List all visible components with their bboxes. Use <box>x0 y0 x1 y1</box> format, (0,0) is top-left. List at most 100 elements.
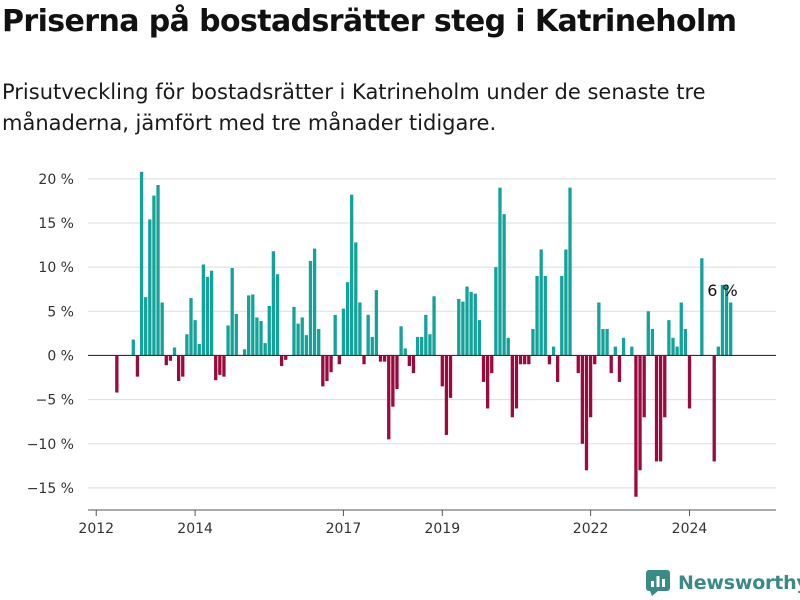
bar <box>621 337 626 356</box>
bar <box>518 355 523 365</box>
y-tick-label: 20 % <box>38 172 74 188</box>
bar <box>139 171 144 356</box>
bar <box>226 325 230 356</box>
bar <box>729 302 733 356</box>
bar <box>218 355 222 375</box>
bar-chart: 20 % 15 % 10 % 5 % 0 % −5 % −10 % −15 % 2012 2014… <box>27 171 776 537</box>
bar <box>560 275 564 356</box>
bar <box>279 355 284 367</box>
bar <box>539 249 543 356</box>
bar <box>490 355 494 374</box>
bar <box>176 355 181 382</box>
bar <box>494 267 498 356</box>
bar <box>164 355 168 366</box>
bar <box>230 268 234 356</box>
bar <box>205 276 210 356</box>
bar <box>333 314 337 356</box>
bar <box>378 355 383 362</box>
y-tick-label: 15 % <box>38 216 74 232</box>
bar <box>584 355 589 471</box>
bar <box>247 295 251 356</box>
bar <box>564 249 568 356</box>
bar <box>292 306 296 356</box>
bar <box>271 251 276 356</box>
bar <box>638 355 642 471</box>
bar <box>432 296 436 356</box>
bar <box>580 355 585 444</box>
bar <box>337 355 341 365</box>
bar <box>444 355 449 435</box>
bar <box>312 248 317 356</box>
bars <box>115 171 733 497</box>
bar <box>214 355 218 381</box>
bar <box>523 355 527 365</box>
y-tick-label: −15 % <box>27 481 74 497</box>
bar <box>543 275 547 356</box>
bar <box>712 355 716 462</box>
bar <box>428 334 432 356</box>
bar <box>399 326 403 356</box>
chart-title: Priserna på bostadsrätter steg i Katrine… <box>2 4 737 39</box>
bar <box>325 355 329 382</box>
bar <box>403 348 407 356</box>
bar <box>720 284 725 356</box>
bar <box>168 355 173 361</box>
bar <box>415 336 420 356</box>
bar <box>308 260 313 356</box>
bar <box>135 355 140 377</box>
bar <box>588 355 593 418</box>
bar <box>358 302 362 356</box>
bar <box>222 355 226 377</box>
bar <box>547 355 552 365</box>
bar <box>354 242 358 356</box>
bar <box>209 270 214 356</box>
bar <box>724 284 729 356</box>
bar <box>197 343 201 356</box>
bar <box>667 320 671 356</box>
bar <box>374 290 379 356</box>
bar <box>234 313 238 356</box>
bar <box>350 194 354 356</box>
bar <box>172 347 177 356</box>
bar <box>556 355 560 382</box>
y-tick-label: −5 % <box>36 393 74 409</box>
bar <box>663 355 667 418</box>
newsworthy-logo: Newsworthy <box>646 570 800 596</box>
bar <box>411 355 416 374</box>
bar <box>601 328 605 356</box>
bar <box>304 335 308 356</box>
bar <box>514 355 519 409</box>
bar <box>382 355 387 362</box>
x-tick-label: 2019 <box>424 521 460 537</box>
bar <box>613 346 617 356</box>
bar <box>366 314 370 356</box>
bar <box>407 355 411 367</box>
bar <box>144 297 148 356</box>
y-tick-label: 5 % <box>47 304 74 320</box>
bar <box>481 355 486 382</box>
y-tick-label: 10 % <box>38 260 74 276</box>
bar <box>568 187 572 356</box>
bar <box>448 355 453 398</box>
bar <box>687 355 692 409</box>
bar <box>457 298 461 356</box>
bar <box>329 355 333 373</box>
bar <box>148 219 152 356</box>
bar <box>263 343 267 356</box>
bar <box>267 306 271 356</box>
bar <box>634 355 638 497</box>
axes <box>88 354 776 516</box>
bar <box>424 314 428 356</box>
bar <box>300 317 304 356</box>
bar <box>152 195 156 356</box>
bar <box>617 355 622 382</box>
bar <box>630 346 634 356</box>
bar <box>597 302 601 356</box>
bar <box>593 355 597 365</box>
bar <box>502 214 506 356</box>
bar <box>659 355 663 462</box>
bar <box>115 355 119 393</box>
bar <box>675 346 679 356</box>
bar <box>461 301 465 356</box>
x-tick-label: 2017 <box>326 521 362 537</box>
